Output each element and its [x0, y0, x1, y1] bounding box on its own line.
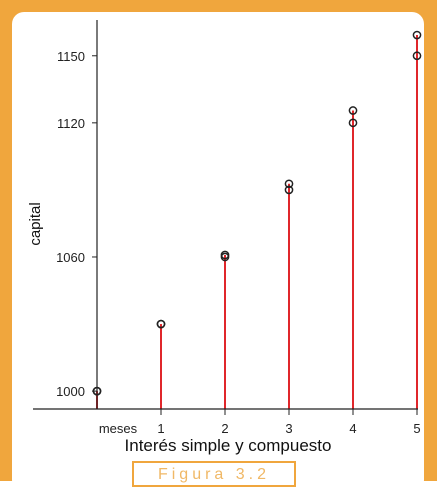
x-tick-label: 2 [221, 421, 228, 436]
y-axis-title: capital [27, 202, 44, 245]
x-tick-label: 3 [285, 421, 292, 436]
y-tick-label: 1000 [56, 384, 85, 399]
simple-interest-point [412, 51, 422, 61]
compound-interest-point [220, 250, 230, 260]
compound-interest-point [156, 319, 166, 329]
figure-frame [0, 0, 437, 481]
figure-caption: Figura 3.2 [132, 461, 296, 487]
compound-interest-point [284, 179, 294, 189]
figure-caption-text: Figura 3.2 [157, 466, 271, 483]
x-tick-label: 1 [157, 421, 164, 436]
y-tick-label: 1150 [57, 49, 85, 64]
simple-interest-point [284, 185, 294, 195]
compound-interest-point [412, 30, 422, 40]
stem-chart: 1000 1060 1120 1150 meses 1 2 3 4 5 capital Inter… [27, 20, 422, 455]
compound-interest-point [348, 106, 358, 115]
y-tick-label: 1060 [56, 250, 85, 265]
simple-interest-point [348, 118, 358, 128]
chart-panel [12, 12, 424, 492]
x-tick-label: 4 [349, 421, 356, 436]
x-tick-label: meses [99, 421, 138, 436]
y-tick-label: 1120 [57, 116, 85, 131]
x-tick-label: 5 [413, 421, 420, 436]
compound-interest-point [92, 386, 102, 396]
chart-title: Interés simple y compuesto [125, 436, 332, 455]
